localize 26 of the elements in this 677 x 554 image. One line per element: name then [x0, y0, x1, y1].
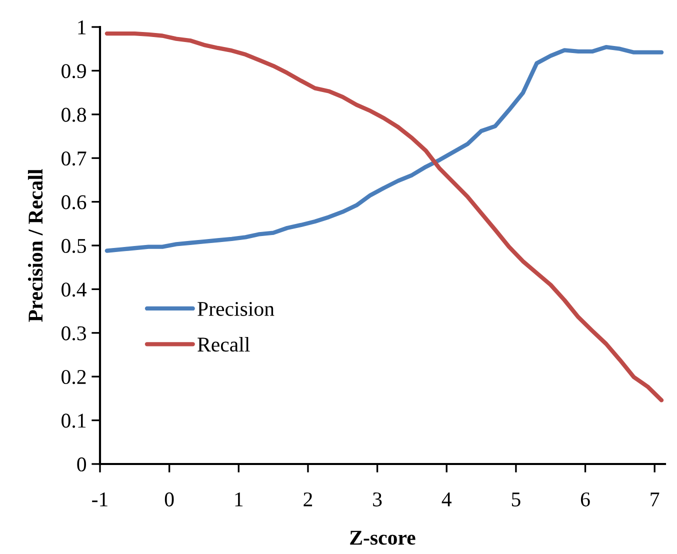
x-tick-label: 7 — [650, 492, 660, 506]
y-tick-label: 0.3 — [62, 326, 86, 340]
x-tick-label: 1 — [235, 492, 243, 506]
legend-label: Precision — [198, 302, 274, 316]
y-tick-label: 0.8 — [62, 108, 86, 122]
x-tick-label: -1 — [92, 492, 108, 506]
x-tick-label: 4 — [442, 492, 452, 506]
y-axis-title: Precision / Recall — [28, 169, 43, 322]
y-tick-label: 0.5 — [62, 238, 86, 254]
x-tick-label: 6 — [580, 492, 590, 506]
y-tick-label: 0.9 — [62, 64, 86, 78]
y-tick-label: 0.4 — [62, 282, 86, 297]
y-tick-label: 0 — [77, 457, 86, 472]
y-tick-label: 0.7 — [62, 151, 86, 166]
line-series — [104, 31, 664, 402]
x-tick-label: 2 — [304, 492, 312, 506]
legend-label: Recall — [198, 336, 250, 352]
y-tick-label: 0.1 — [62, 414, 86, 428]
x-tick-label: 3 — [373, 492, 382, 506]
x-tick-label: 0 — [164, 492, 174, 506]
x-tick-label: 5 — [512, 492, 520, 506]
y-tick-label: 1 — [78, 20, 86, 34]
line-series — [104, 45, 664, 253]
y-tick-label: 0.2 — [62, 370, 86, 384]
x-axis-title: Z-score — [350, 530, 416, 545]
y-tick-label: 0.6 — [62, 195, 86, 210]
